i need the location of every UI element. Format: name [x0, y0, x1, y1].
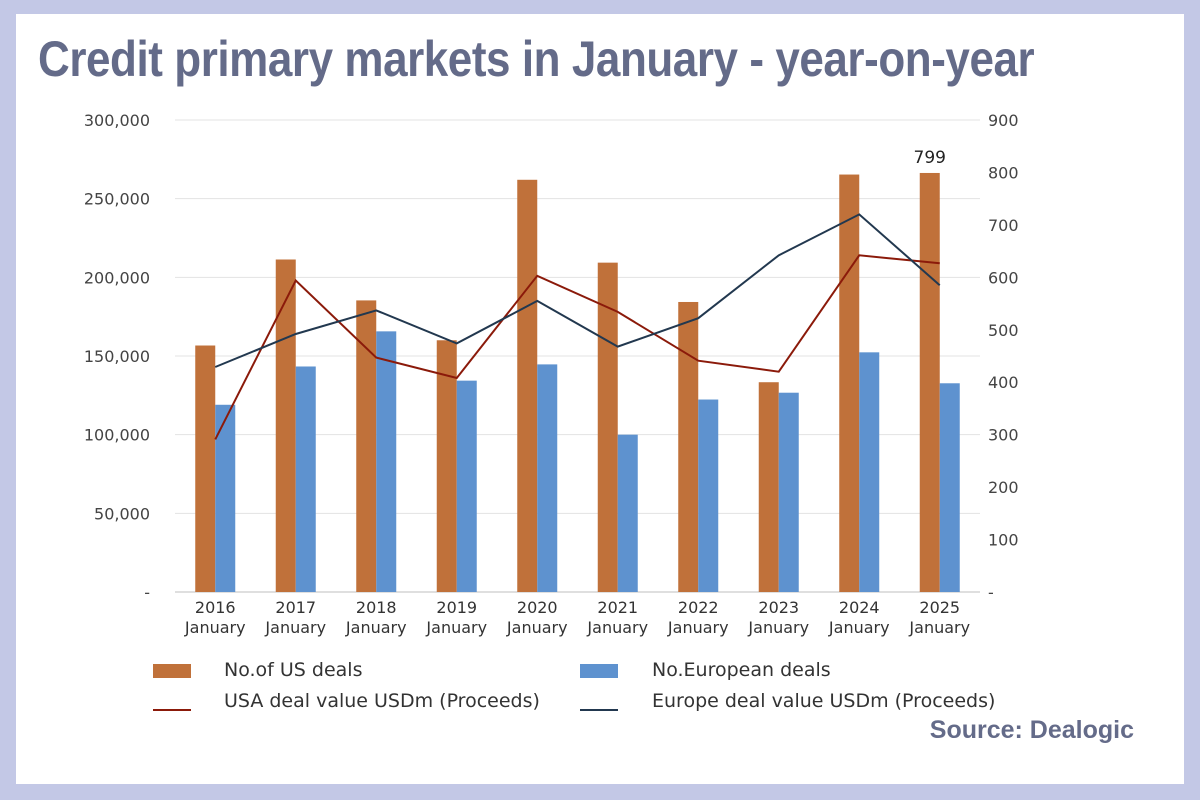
x-axis-tick-label: January [828, 618, 890, 637]
x-axis-tick-label: 2021 [597, 598, 638, 617]
right-axis-tick-label: - [988, 583, 994, 602]
x-axis-tick-label: 2024 [839, 598, 880, 617]
x-axis-tick-label: 2023 [758, 598, 799, 617]
x-axis-tick-label: 2016 [195, 598, 236, 617]
right-axis-tick-label: 100 [988, 531, 1019, 550]
bar-european-deals [456, 380, 477, 592]
bar-european-deals [295, 366, 316, 592]
bar-european-deals [376, 331, 397, 592]
bar-us-deals [195, 345, 216, 592]
x-axis-tick-label: 2022 [678, 598, 719, 617]
bar-us-deals [275, 259, 296, 592]
data-label: 799 [914, 148, 946, 168]
legend-label-usa-value: USA deal value USDm (Proceeds) [224, 690, 540, 712]
legend-label-europe-value: Europe deal value USDm (Proceeds) [652, 690, 996, 712]
legend-swatch-europe-value [580, 709, 618, 711]
x-axis-tick-label: January [425, 618, 487, 637]
right-axis-tick-label: 600 [988, 268, 1019, 287]
axis-labels: - 50,000 100,000 150,000 200,000 250,000 300,0… [84, 111, 1019, 637]
x-axis-tick-label: 2018 [356, 598, 397, 617]
left-axis-tick-label: 300,000 [84, 111, 150, 130]
legend-label-us-deals: No.of US deals [224, 659, 363, 681]
data-labels: 799 [914, 148, 946, 168]
bar-european-deals [859, 352, 880, 592]
line-series [214, 213, 941, 440]
x-axis-tick-label: 2019 [436, 598, 477, 617]
legend-swatch-us-deals [153, 664, 191, 678]
x-axis-tick-label: January [586, 618, 648, 637]
bar-us-deals [517, 179, 538, 592]
source-note: Source: Dealogic [929, 716, 1134, 744]
x-axis-tick-label: January [264, 618, 326, 637]
x-axis-tick-label: January [345, 618, 407, 637]
bar-european-deals [215, 404, 236, 592]
left-axis-tick-label: - [144, 583, 150, 602]
x-axis-tick-label: 2020 [517, 598, 558, 617]
left-axis-tick-label: 250,000 [84, 190, 150, 209]
bar-us-deals [758, 382, 779, 592]
x-axis-tick-label: January [908, 618, 970, 637]
bar-european-deals [939, 383, 960, 592]
bar-european-deals [778, 392, 799, 592]
bar-us-deals [597, 262, 618, 592]
bar-us-deals [436, 340, 457, 592]
line-usa-deal-value [214, 254, 940, 440]
bar-european-deals [698, 399, 719, 592]
left-axis-tick-label: 50,000 [94, 504, 150, 523]
legend-swatch-european-deals [580, 664, 618, 678]
left-axis-tick-label: 100,000 [84, 426, 150, 445]
x-axis-tick-label: 2017 [275, 598, 316, 617]
right-axis-tick-label: 800 [988, 163, 1019, 182]
left-axis-tick-label: 150,000 [84, 347, 150, 366]
bar-european-deals [617, 434, 638, 592]
right-axis-tick-label: 400 [988, 373, 1019, 392]
bar-us-deals [356, 300, 377, 592]
bar-us-deals [678, 301, 699, 592]
right-axis-tick-label: 900 [988, 111, 1019, 130]
right-axis-tick-label: 500 [988, 321, 1019, 340]
x-axis-tick-label: January [747, 618, 809, 637]
left-axis-tick-label: 200,000 [84, 268, 150, 287]
right-axis-tick-label: 700 [988, 216, 1019, 235]
x-axis-tick-label: 2025 [919, 598, 960, 617]
legend-label-european-deals: No.European deals [652, 659, 831, 681]
bar-us-deals [919, 172, 940, 593]
line-europe-deal-value [214, 213, 941, 368]
legend-swatch-usa-value [153, 709, 191, 711]
right-axis-tick-label: 300 [988, 426, 1019, 445]
bar-us-deals [839, 174, 860, 592]
x-axis-tick-label: January [667, 618, 729, 637]
right-axis-tick-label: 200 [988, 478, 1019, 497]
bar-series [195, 172, 960, 593]
x-axis-tick-label: January [506, 618, 568, 637]
bar-european-deals [537, 364, 558, 592]
chart-title: Credit primary markets in January - year… [38, 31, 1035, 87]
x-axis-tick-label: January [184, 618, 246, 637]
